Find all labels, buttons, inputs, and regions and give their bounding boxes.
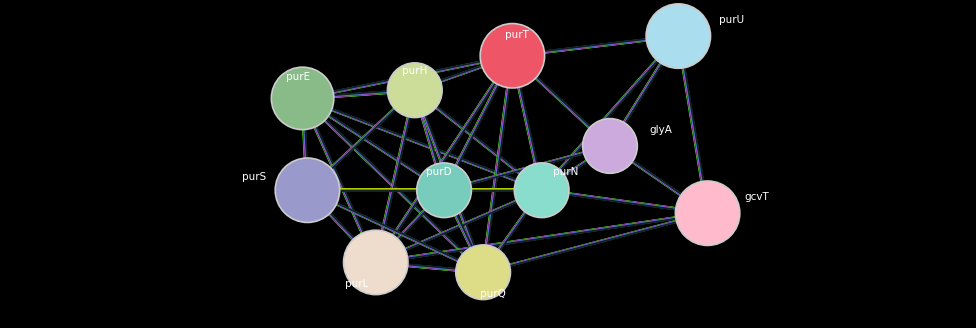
Text: purE: purE xyxy=(286,72,309,82)
Text: purN: purN xyxy=(553,167,579,177)
Ellipse shape xyxy=(583,119,637,173)
Ellipse shape xyxy=(387,63,442,117)
Ellipse shape xyxy=(275,158,340,222)
Text: glyA: glyA xyxy=(649,125,672,135)
Text: gcvT: gcvT xyxy=(744,192,769,202)
Ellipse shape xyxy=(417,163,471,217)
Text: purT: purT xyxy=(506,31,529,40)
Text: purS: purS xyxy=(242,172,265,182)
Ellipse shape xyxy=(456,245,510,299)
Ellipse shape xyxy=(271,67,334,130)
Text: purU: purU xyxy=(719,15,745,25)
Ellipse shape xyxy=(646,4,711,68)
Text: purL: purL xyxy=(345,279,368,289)
Ellipse shape xyxy=(675,181,740,245)
Text: purQ: purQ xyxy=(480,289,506,298)
Text: purH: purH xyxy=(402,66,427,75)
Ellipse shape xyxy=(480,24,545,88)
Ellipse shape xyxy=(514,163,569,217)
Text: purD: purD xyxy=(427,167,452,177)
Ellipse shape xyxy=(344,230,408,295)
